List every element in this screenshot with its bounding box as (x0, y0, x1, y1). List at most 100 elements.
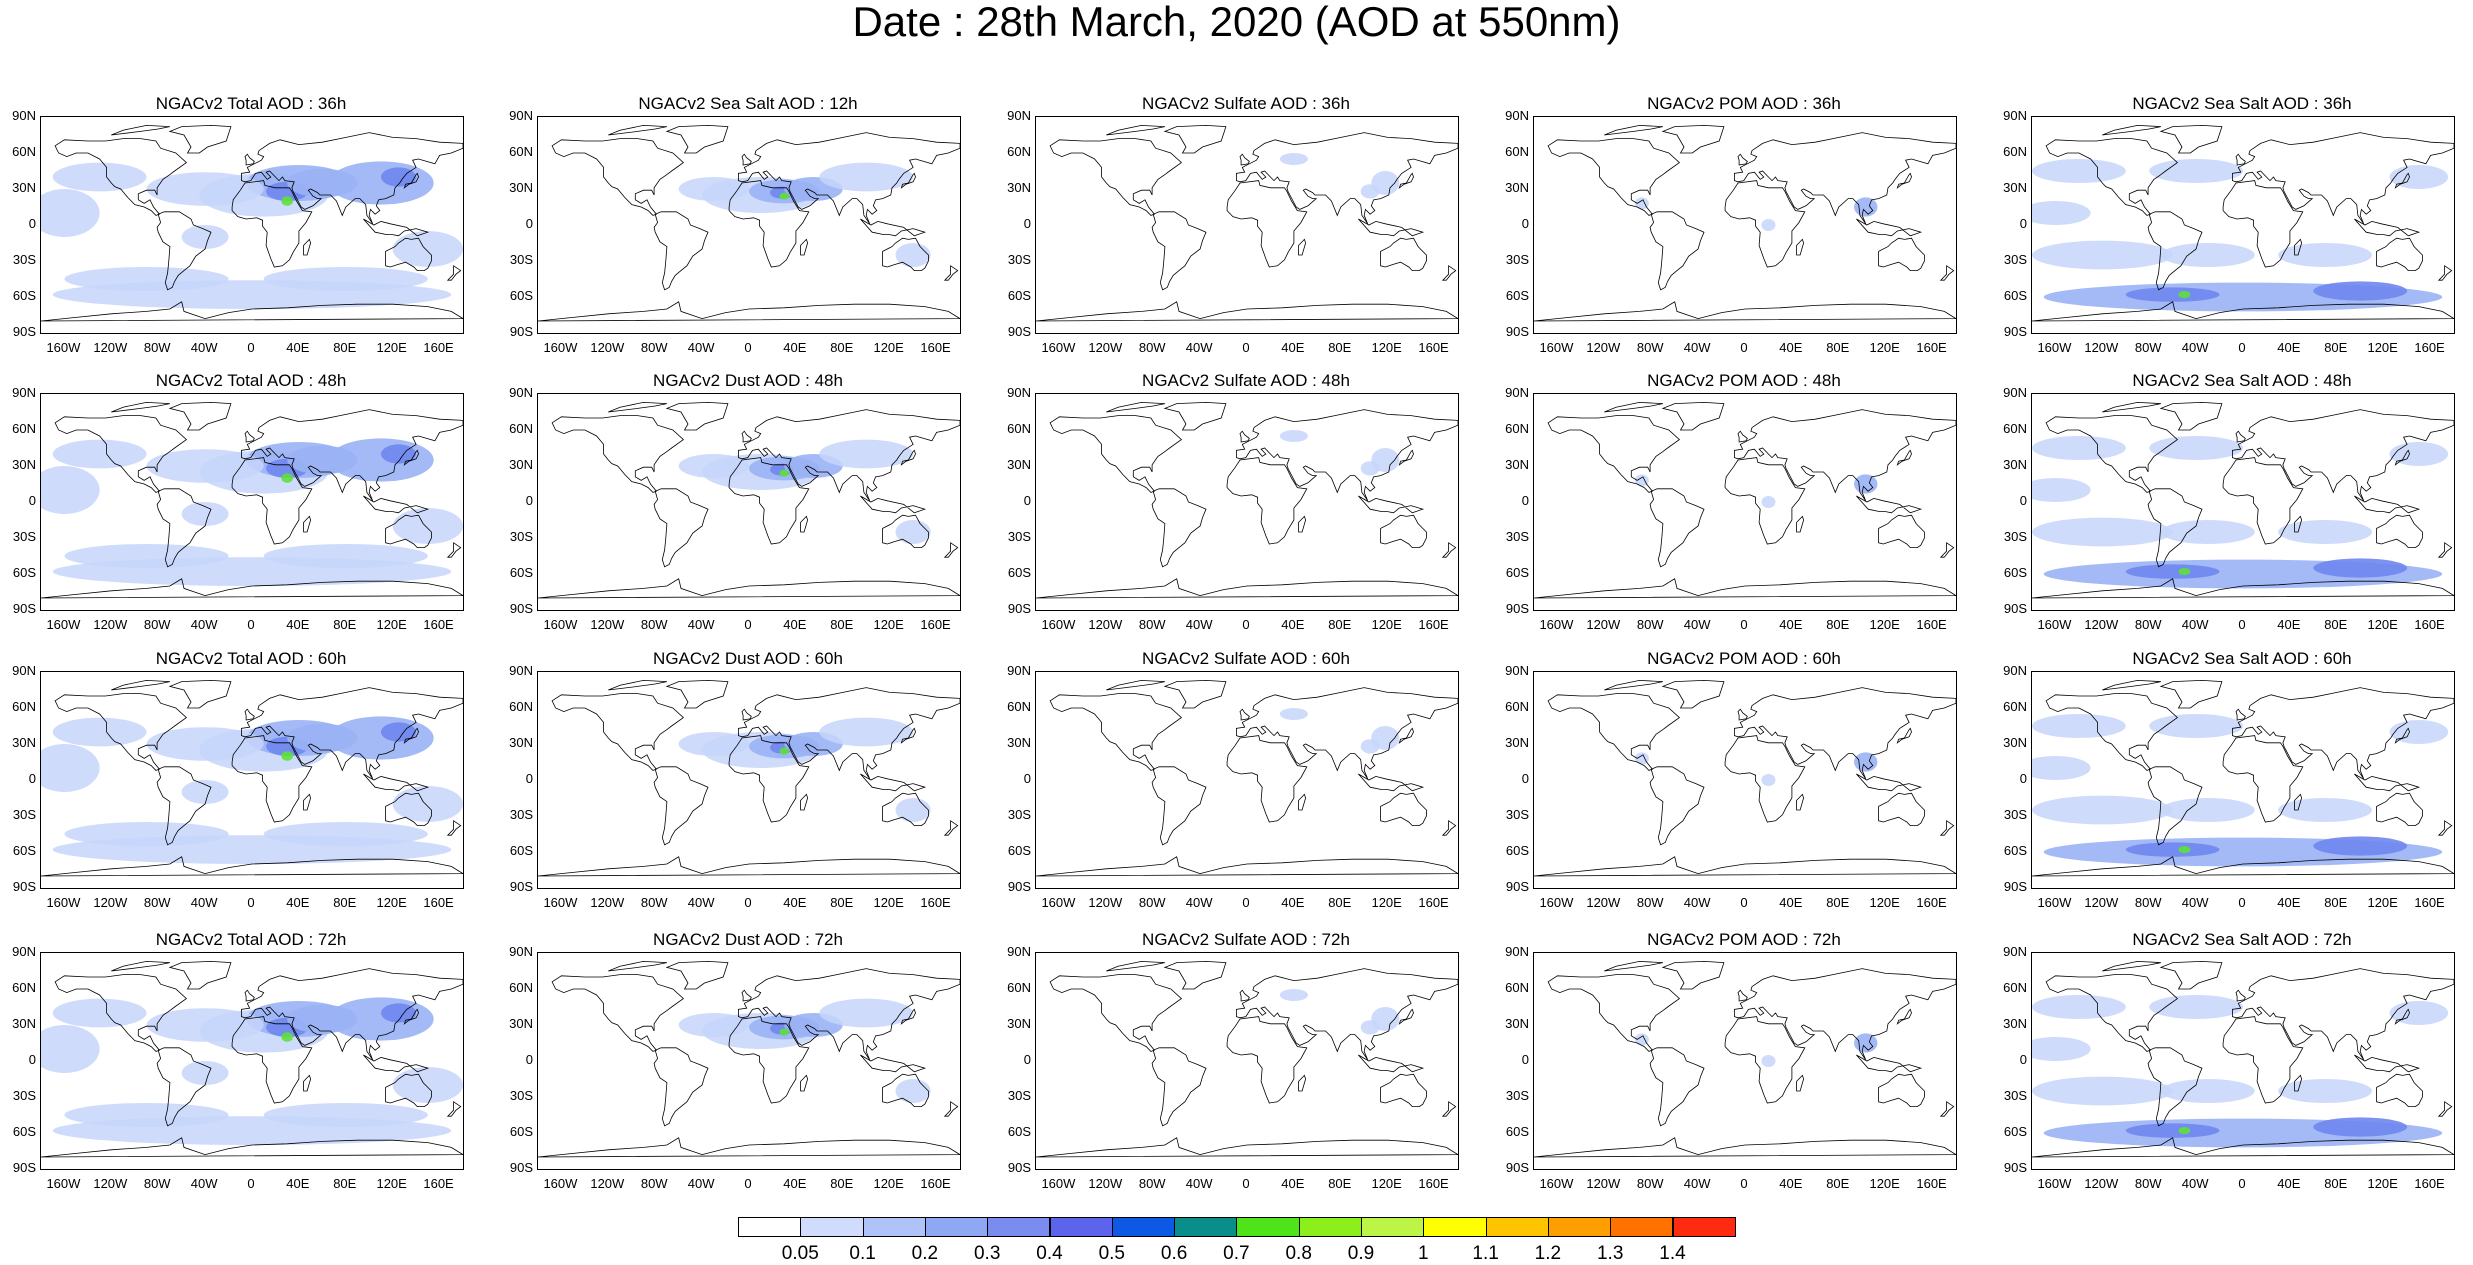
aod-field-light (1279, 708, 1308, 720)
map-panel-seasalt-36h (2031, 116, 2455, 334)
coastline-antarctica (1534, 1137, 1956, 1158)
lon-tick-label: 40W (1683, 895, 1711, 910)
lon-tick-label: 160W (1041, 895, 1076, 910)
coastline-africa (1724, 1016, 1806, 1104)
aod-field-light (41, 744, 100, 792)
lat-tick-label: 30S (1505, 252, 1529, 267)
coastline-indonesia (1856, 1054, 1923, 1073)
lat-tick-label: 90S (1007, 879, 1031, 894)
coastline-newZealand (446, 820, 462, 836)
coastline-indonesia (1856, 495, 1923, 514)
aod-field-light (64, 267, 229, 291)
aod-map-svg (41, 960, 463, 1158)
lon-tick-label: 0 (2238, 1176, 2246, 1191)
lon-tick-label: 0 (1242, 340, 1250, 355)
coastline-britain (741, 430, 752, 443)
coastline-southAmerica (653, 488, 709, 568)
coastline-greenland (665, 960, 729, 990)
coastline-indonesia (860, 773, 927, 792)
lon-tick-label: 160E (2414, 340, 2445, 355)
map-panel-total-48h (40, 393, 464, 611)
lat-tick-label: 0 (1521, 1052, 1529, 1067)
lon-tick-label: 120W (1088, 895, 1123, 910)
lat-tick-label: 30N (2003, 1016, 2027, 1031)
coastline-britain (1239, 430, 1250, 443)
aod-field-dark (380, 1003, 417, 1023)
coastline-arcticIslands (1604, 960, 1663, 972)
lon-tick-label: 120E (1371, 895, 1402, 910)
lat-tick-label: 90N (2003, 944, 2027, 959)
aod-map-svg (538, 401, 960, 599)
coastline-australia (1380, 792, 1427, 827)
map-panel-seasalt-48h (2031, 393, 2455, 611)
lon-tick-label: 80W (640, 617, 668, 632)
lat-tick-label: 30N (1007, 180, 1031, 195)
lon-tick-label: 40E (2277, 895, 2301, 910)
lon-tick-label: 40E (286, 617, 310, 632)
lon-tick-label: 120E (1371, 1176, 1402, 1191)
coastline-southAmerica (2147, 1047, 2203, 1127)
lon-tick-label: 0 (1740, 340, 1748, 355)
aod-map-svg (2032, 401, 2454, 599)
lat-tick-label: 60S (12, 843, 36, 858)
coastline-australia (882, 514, 929, 549)
colorbar-label: 0.4 (1036, 1243, 1063, 1264)
lon-tick-label: 40E (1281, 617, 1305, 632)
panel-title: NGACv2 Sulfate AOD : 60h (1142, 649, 1350, 668)
coastline-northAmerica (1049, 693, 1183, 771)
coastline-arcticIslands (1106, 124, 1165, 136)
map-panel-pom-36h (1533, 116, 1957, 334)
coastline-australia (1878, 237, 1925, 272)
lon-tick-label: 160W (1041, 1176, 1076, 1191)
coastline-arcticIslands (2102, 124, 2161, 136)
coastline-northAmerica (1547, 693, 1681, 771)
lon-tick-label: 160W (1539, 895, 1574, 910)
coastline-greenland (1661, 679, 1725, 709)
coastline-madagascar (1298, 1074, 1307, 1092)
coastline-newZealand (1939, 1101, 1955, 1117)
coastline-newZealand (446, 265, 462, 281)
lat-tick-label: 60N (12, 980, 36, 995)
coastline-arcticIslands (608, 960, 667, 972)
coastline-northAmerica (54, 693, 188, 771)
coastline-greenland (1163, 960, 1227, 990)
coastline-britain (244, 153, 255, 166)
lat-tick-label: 90N (12, 385, 36, 400)
lon-tick-label: 80W (1636, 617, 1664, 632)
aod-field-dark (2313, 836, 2408, 856)
lon-tick-label: 0 (744, 1176, 752, 1191)
lat-tick-label: 60N (1505, 699, 1529, 714)
coastline-southAmerica (1151, 1047, 1207, 1127)
coastline-madagascar (303, 515, 312, 533)
coastline-newZealand (2437, 1101, 2453, 1117)
lon-tick-label: 160E (2414, 617, 2445, 632)
aod-field-light (678, 177, 749, 201)
aod-field-medium (1854, 752, 1878, 772)
lon-tick-label: 120W (93, 1176, 128, 1191)
lon-tick-label: 80W (2134, 617, 2162, 632)
aod-field-light (1360, 1020, 1380, 1035)
lon-tick-label: 160E (1418, 1176, 1449, 1191)
coastline-eurasia (2231, 409, 2454, 502)
lat-tick-label: 0 (28, 1052, 36, 1067)
coastline-japan (1896, 449, 1912, 466)
coastline-newZealand (1441, 542, 1457, 558)
lon-tick-label: 160E (2414, 1176, 2445, 1191)
lon-tick-label: 40W (2181, 340, 2209, 355)
coastline-australia (385, 237, 432, 272)
map-panel-pom-48h (1533, 393, 1957, 611)
coastline-eurasia (737, 968, 960, 1061)
coastline-greenland (1163, 679, 1227, 709)
aod-field-dark (380, 722, 417, 742)
lat-tick-label: 60N (509, 699, 533, 714)
lon-tick-label: 120E (1371, 340, 1402, 355)
lat-tick-label: 90S (2003, 1160, 2027, 1175)
lat-tick-label: 90N (1505, 663, 1529, 678)
coastline-japan (1398, 172, 1414, 189)
lat-tick-label: 30N (509, 735, 533, 750)
coastline-australia (385, 1073, 432, 1108)
lon-tick-label: 40E (783, 340, 807, 355)
lat-tick-label: 90S (2003, 601, 2027, 616)
lon-tick-label: 0 (1242, 617, 1250, 632)
lon-tick-label: 80W (1636, 1176, 1664, 1191)
